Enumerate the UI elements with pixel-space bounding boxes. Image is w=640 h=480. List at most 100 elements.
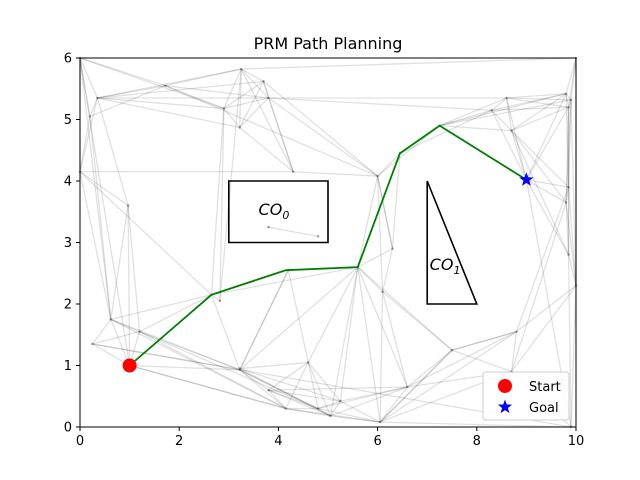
legend-goal-marker bbox=[497, 399, 513, 414]
roadmap-edge bbox=[379, 349, 453, 423]
roadmap-node bbox=[238, 126, 241, 129]
roadmap-edge bbox=[506, 97, 569, 108]
roadmap-edge bbox=[211, 266, 358, 296]
roadmap-edge bbox=[506, 93, 567, 99]
legend: Start Goal bbox=[482, 371, 570, 421]
roadmap-node bbox=[238, 367, 241, 370]
roadmap-edge bbox=[380, 421, 572, 428]
roadmap-edges bbox=[79, 57, 577, 428]
roadmap-edge bbox=[79, 171, 129, 207]
roadmap-node bbox=[316, 235, 320, 238]
roadmap-edge bbox=[92, 343, 240, 371]
roadmap-edge bbox=[239, 126, 294, 173]
roadmap-edge bbox=[317, 407, 381, 423]
x-tick-label: 8 bbox=[473, 434, 481, 449]
roadmap-edge bbox=[357, 266, 408, 388]
roadmap-edge bbox=[219, 69, 242, 301]
roadmap-edge bbox=[239, 97, 269, 128]
roadmap-edge bbox=[127, 205, 141, 332]
x-tick-label: 6 bbox=[373, 434, 381, 449]
goal-marker bbox=[519, 172, 534, 186]
roadmap-edge bbox=[340, 386, 408, 402]
roadmap-edge bbox=[357, 248, 393, 268]
roadmap-node bbox=[218, 299, 222, 303]
y-tick-label: 0 bbox=[64, 421, 72, 436]
roadmap-edge bbox=[439, 97, 507, 127]
roadmap-edge bbox=[565, 107, 570, 203]
roadmap-edge bbox=[262, 81, 294, 172]
roadmap-edge bbox=[340, 400, 381, 423]
roadmap-edge bbox=[268, 389, 287, 409]
roadmap-node bbox=[376, 174, 379, 178]
roadmap-edge bbox=[339, 267, 359, 402]
roadmap-edge bbox=[241, 57, 577, 70]
roadmap-edge bbox=[268, 361, 309, 391]
roadmap-edge bbox=[525, 106, 570, 181]
roadmap-edge bbox=[79, 57, 225, 110]
roadmap-edge bbox=[439, 99, 572, 127]
roadmap-edge bbox=[376, 176, 384, 292]
roadmap-edge bbox=[223, 108, 241, 128]
roadmap-edge bbox=[525, 93, 567, 181]
roadmap-edge bbox=[381, 248, 394, 292]
roadmap-edge bbox=[239, 266, 359, 371]
roadmap-edge bbox=[510, 331, 518, 372]
roadmap-edge bbox=[223, 97, 269, 110]
roadmap-edge bbox=[239, 69, 242, 128]
roadmap-edge bbox=[165, 85, 269, 99]
roadmap-edge bbox=[239, 369, 269, 391]
roadmap-edge bbox=[567, 254, 577, 286]
roadmap-edge bbox=[391, 153, 401, 249]
x-tick-label: 10 bbox=[568, 434, 585, 449]
roadmap-node bbox=[505, 96, 508, 100]
roadmap-edge bbox=[110, 205, 129, 320]
roadmap-node bbox=[391, 247, 394, 250]
roadmap-edge bbox=[406, 349, 453, 388]
roadmap-edge bbox=[96, 97, 129, 206]
roadmap-node bbox=[381, 290, 384, 293]
roadmap-node bbox=[267, 388, 270, 392]
roadmap-edge bbox=[129, 364, 287, 410]
roadmap-edge bbox=[357, 266, 384, 293]
roadmap-edge bbox=[239, 269, 289, 371]
y-tick-label: 2 bbox=[64, 298, 72, 313]
roadmap-edge bbox=[510, 130, 570, 256]
roadmap-node bbox=[222, 107, 226, 110]
roadmap-edge bbox=[399, 109, 492, 154]
roadmap-edge bbox=[240, 68, 269, 99]
roadmap-edge bbox=[239, 361, 309, 370]
roadmap-edge bbox=[79, 57, 91, 117]
roadmap-edge bbox=[526, 179, 569, 188]
roadmap-edge bbox=[567, 99, 572, 108]
roadmap-edge bbox=[451, 331, 517, 351]
roadmap-edge bbox=[268, 97, 492, 111]
roadmap-node bbox=[96, 96, 99, 100]
roadmap-edge bbox=[79, 57, 166, 87]
roadmap-edge bbox=[451, 331, 517, 351]
roadmap-edge bbox=[357, 266, 453, 351]
roadmap-edge bbox=[79, 57, 112, 320]
roadmap-edge bbox=[79, 57, 131, 366]
roadmap-edge bbox=[129, 364, 240, 371]
roadmap-edge bbox=[307, 362, 319, 409]
roadmap-edge bbox=[511, 106, 569, 132]
roadmap-edge bbox=[567, 187, 577, 286]
roadmap-edge bbox=[89, 85, 166, 118]
roadmap-edge bbox=[307, 266, 359, 363]
roadmap-edge bbox=[239, 369, 331, 417]
roadmap-edge bbox=[110, 318, 140, 333]
roadmap-edge bbox=[439, 93, 567, 127]
roadmap-edge bbox=[239, 367, 341, 402]
path-layer bbox=[129, 124, 527, 367]
roadmap-edge bbox=[139, 331, 287, 410]
roadmap-edge bbox=[565, 202, 577, 286]
roadmap-edge bbox=[570, 57, 577, 100]
obstacle-label-0: CO0 bbox=[259, 200, 290, 222]
roadmap-edge bbox=[210, 294, 241, 371]
roadmap-edge bbox=[329, 266, 359, 417]
roadmap-edge bbox=[268, 389, 319, 410]
roadmap-edge bbox=[268, 389, 331, 417]
roadmap-edge bbox=[285, 407, 331, 417]
roadmap-edge bbox=[79, 171, 112, 320]
roadmap-edge bbox=[565, 93, 570, 188]
